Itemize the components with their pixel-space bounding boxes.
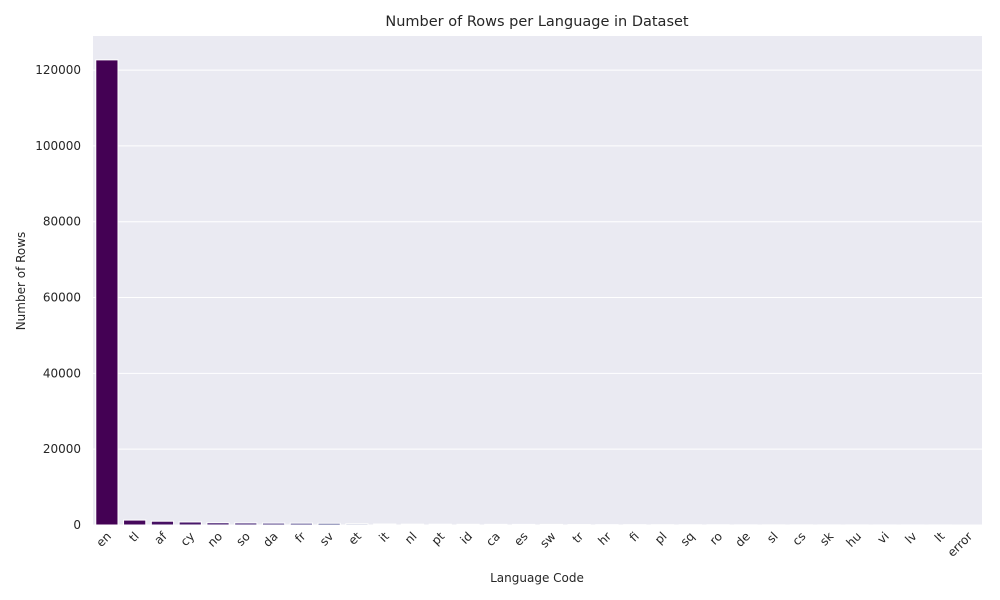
x-tick-label: es [511,529,531,549]
bar-sl [762,524,786,526]
bar-hu [845,524,869,526]
bar-so [234,522,258,526]
x-tick-label: ca [483,529,503,549]
bar-pt [428,523,452,526]
bar-vi [873,524,897,527]
x-tick-label: cs [790,529,809,548]
x-tick-label: en [94,529,115,550]
x-tick-label: vi [875,529,892,546]
x-tick-label: tr [570,529,587,546]
bar-de [734,524,758,526]
x-tick-label: lv [902,529,919,546]
bar-tr [567,524,591,526]
x-tick-label: fr [292,529,308,545]
x-tick-label: sv [317,529,336,548]
bar-af [150,520,175,526]
x-tick-label: hr [595,529,614,548]
x-tick-label: it [376,529,392,545]
x-tick-label: tl [126,529,142,545]
x-axis-label: Language Code [490,571,584,585]
x-tick-label: af [151,529,170,548]
x-tick-label: cy [178,529,198,549]
gridlines [93,69,982,526]
bar-tl [123,519,147,526]
bar-ca [484,523,508,526]
x-tick-label: et [346,529,365,548]
bar-es [511,523,536,526]
y-tick-label: 0 [73,518,81,532]
bar-cs [789,524,814,526]
bar-da [261,522,286,526]
bar-ro [706,524,730,526]
bar-pl [650,524,675,526]
x-tick-label: error [945,529,975,559]
x-tick-label: sk [817,529,836,548]
bar-sk [817,524,841,526]
x-tick-label: no [205,529,225,549]
bar-nl [400,523,425,526]
x-tick-label: sw [537,529,558,550]
y-tick-label: 20000 [43,442,81,456]
bar-id [456,523,480,526]
bar-hr [595,524,619,526]
x-tick-label: so [233,529,253,549]
bar-fr [289,522,313,526]
bar-error [956,524,980,527]
x-tick-label: sq [678,529,698,549]
x-tick-label: lt [932,529,948,545]
chart-title: Number of Rows per Language in Dataset [385,14,689,30]
bar-lt [928,524,952,527]
y-tick-label: 80000 [43,215,81,229]
x-tick-label: sl [764,529,781,546]
x-tick-label: da [260,529,280,549]
x-tick-label: de [732,529,753,550]
bar-en [95,59,119,526]
x-tick-label: fi [627,529,642,544]
y-tick-label: 60000 [43,291,81,305]
y-tick-label: 40000 [43,366,81,380]
bar-cy [178,521,202,526]
plot-background [93,36,982,525]
y-tick-label: 100000 [35,139,81,153]
x-tick-label: hu [843,529,864,550]
bar-et [345,523,369,526]
bar-fi [623,524,647,526]
x-tick-label: id [458,529,476,547]
y-tick-label: 120000 [35,63,81,77]
y-tick-labels: 0 20000 40000 60000 80000 100000 120000 [35,63,81,532]
x-tick-label: pt [429,529,448,548]
bar-sw [539,523,564,526]
bar-no [206,522,230,526]
bars [95,59,980,527]
x-tick-label: ro [707,529,725,547]
bar-sv [317,522,341,526]
x-tick-label: pl [652,529,670,547]
bar-lv [900,524,925,527]
x-tick-label: nl [402,529,420,547]
x-tick-labels: en tl af cy no so da fr sv et it nl pt id ca es sw tr hr fi… [94,529,976,560]
y-axis-label: Number of Rows [14,232,28,331]
bar-sq [678,524,702,526]
bar-it [373,523,397,526]
